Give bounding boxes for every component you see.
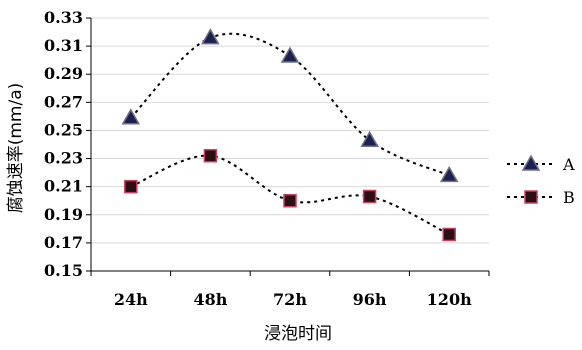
grid (91, 17, 489, 244)
legend-label-B: B (563, 188, 575, 207)
legend-marker-A (521, 154, 541, 171)
x-tick-label: 48h (193, 290, 227, 309)
data-point-A (439, 165, 459, 183)
data-point-B (283, 193, 297, 208)
y-tick-label: 0.29 (44, 64, 83, 83)
data-point-A (280, 46, 300, 63)
x-tick-label: 120h (427, 290, 472, 309)
legend-marker-B (524, 190, 538, 204)
legend-label-A: A (562, 155, 575, 174)
data-point-A (121, 108, 141, 125)
data-point-B (203, 148, 218, 163)
y-tick-label: 0.31 (44, 36, 83, 55)
axes (86, 17, 490, 276)
x-tick-label: 72h (273, 290, 307, 309)
series (121, 28, 459, 242)
x-axis-title: 浸泡时间 (264, 324, 332, 344)
series-line-B (130, 154, 450, 236)
data-point-B (362, 189, 377, 204)
data-point-A (360, 130, 379, 148)
y-tick-label: 0.27 (44, 92, 83, 111)
data-point-A (201, 28, 220, 45)
y-tick-label: 0.23 (44, 149, 83, 168)
y-tick-label: 0.19 (44, 205, 83, 224)
legend: AB (507, 154, 575, 207)
y-tick-label: 0.17 (44, 233, 83, 252)
data-point-B (124, 179, 138, 194)
y-tick-label: 0.25 (44, 120, 83, 139)
y-tick-label: 0.33 (44, 8, 83, 27)
data-point-B (442, 227, 456, 242)
ticks: 0.15 0.17 0.19 0.21 0.23 0.25 0.27 0.29 0.31 0.33… (44, 8, 472, 309)
y-tick-label: 0.21 (44, 177, 83, 196)
x-tick-label: 96h (353, 290, 387, 309)
x-tick-label: 24h (114, 290, 148, 309)
y-axis-title: 腐蚀速率(mm/a) (6, 83, 26, 214)
y-tick-label: 0.15 (44, 261, 83, 280)
